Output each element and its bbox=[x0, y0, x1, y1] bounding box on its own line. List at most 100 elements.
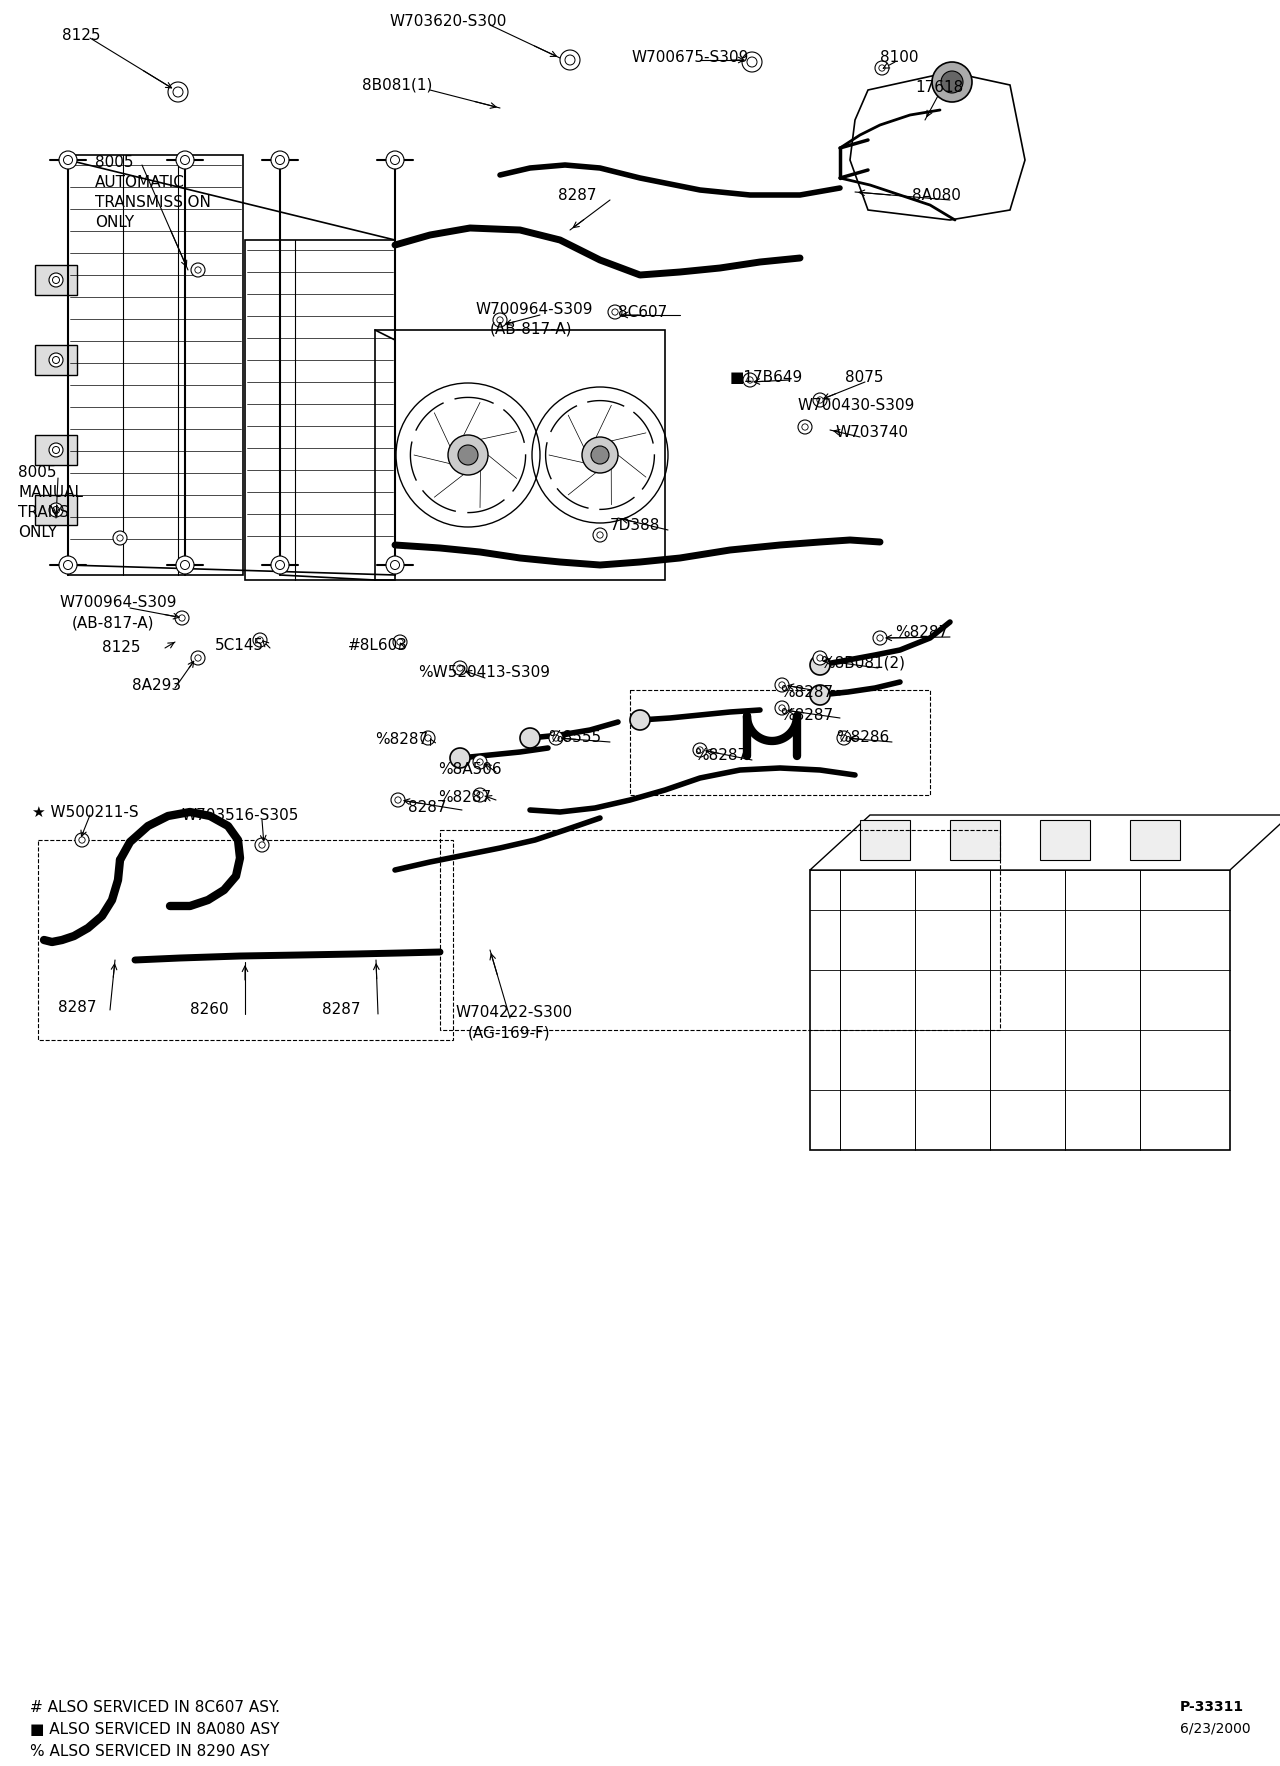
Circle shape bbox=[932, 62, 972, 102]
Circle shape bbox=[64, 155, 73, 164]
Circle shape bbox=[116, 535, 123, 540]
Circle shape bbox=[561, 49, 580, 71]
Text: %8B081(2): %8B081(2) bbox=[820, 655, 905, 669]
Circle shape bbox=[877, 634, 883, 641]
Text: 8260: 8260 bbox=[189, 1001, 229, 1017]
Circle shape bbox=[746, 376, 753, 383]
Circle shape bbox=[591, 447, 609, 464]
Circle shape bbox=[387, 152, 404, 170]
Circle shape bbox=[253, 632, 268, 646]
Text: (AB-817-A): (AB-817-A) bbox=[72, 615, 155, 630]
Text: 8125: 8125 bbox=[102, 639, 141, 655]
Circle shape bbox=[390, 155, 399, 164]
Circle shape bbox=[742, 373, 756, 387]
Circle shape bbox=[180, 560, 189, 569]
Circle shape bbox=[749, 58, 755, 65]
Text: AUTOMATIC: AUTOMATIC bbox=[95, 175, 184, 191]
Circle shape bbox=[612, 309, 618, 314]
Circle shape bbox=[879, 65, 886, 71]
Text: W700675-S309: W700675-S309 bbox=[632, 49, 749, 65]
Circle shape bbox=[393, 636, 407, 648]
Circle shape bbox=[493, 313, 507, 327]
Circle shape bbox=[394, 796, 401, 804]
Text: ■ ALSO SERVICED IN 8A080 ASY: ■ ALSO SERVICED IN 8A080 ASY bbox=[29, 1722, 279, 1738]
Circle shape bbox=[275, 560, 284, 569]
Circle shape bbox=[458, 445, 477, 464]
Text: 8B081(1): 8B081(1) bbox=[362, 78, 433, 94]
Circle shape bbox=[52, 507, 59, 514]
Text: 8287: 8287 bbox=[408, 800, 447, 814]
Circle shape bbox=[175, 88, 182, 95]
Circle shape bbox=[774, 678, 788, 692]
Circle shape bbox=[425, 735, 431, 742]
Text: TRANSMISSION: TRANSMISSION bbox=[95, 194, 211, 210]
Text: 5C145: 5C145 bbox=[215, 638, 264, 653]
Text: %8287: %8287 bbox=[780, 685, 833, 699]
Circle shape bbox=[474, 788, 486, 802]
Circle shape bbox=[837, 731, 851, 745]
Polygon shape bbox=[850, 72, 1025, 221]
Bar bbox=[440, 830, 1000, 1030]
Bar bbox=[68, 155, 243, 576]
Circle shape bbox=[596, 532, 603, 539]
Circle shape bbox=[448, 434, 488, 475]
Circle shape bbox=[179, 615, 186, 622]
Circle shape bbox=[259, 842, 265, 848]
Circle shape bbox=[387, 556, 404, 574]
Circle shape bbox=[195, 655, 201, 660]
Text: W703516-S305: W703516-S305 bbox=[182, 809, 300, 823]
Text: %8287: %8287 bbox=[780, 708, 833, 722]
Circle shape bbox=[177, 152, 195, 170]
Text: 8125: 8125 bbox=[61, 28, 101, 42]
Circle shape bbox=[255, 839, 269, 851]
Polygon shape bbox=[810, 814, 1280, 871]
Circle shape bbox=[271, 152, 289, 170]
Circle shape bbox=[520, 728, 540, 749]
Text: 17618: 17618 bbox=[915, 79, 964, 95]
Circle shape bbox=[696, 747, 703, 752]
Circle shape bbox=[567, 57, 573, 64]
Bar bbox=[35, 344, 77, 374]
Circle shape bbox=[742, 51, 762, 72]
Circle shape bbox=[451, 749, 470, 768]
Text: %8287: %8287 bbox=[438, 789, 492, 805]
Circle shape bbox=[841, 735, 847, 742]
Circle shape bbox=[474, 756, 486, 768]
Circle shape bbox=[180, 155, 189, 164]
Circle shape bbox=[64, 560, 73, 569]
Circle shape bbox=[453, 660, 467, 675]
Circle shape bbox=[191, 263, 205, 277]
Bar bbox=[244, 240, 396, 579]
Circle shape bbox=[692, 743, 707, 758]
Circle shape bbox=[175, 611, 189, 625]
Text: 8075: 8075 bbox=[845, 371, 883, 385]
Text: 8287: 8287 bbox=[58, 1000, 96, 1015]
Circle shape bbox=[774, 701, 788, 715]
Circle shape bbox=[801, 424, 808, 431]
Circle shape bbox=[797, 420, 812, 434]
Circle shape bbox=[49, 274, 63, 288]
Circle shape bbox=[421, 731, 435, 745]
Text: %8555: %8555 bbox=[548, 729, 602, 745]
Circle shape bbox=[876, 62, 890, 74]
Circle shape bbox=[817, 655, 823, 660]
Text: 6/23/2000: 6/23/2000 bbox=[1180, 1722, 1251, 1736]
Circle shape bbox=[457, 664, 463, 671]
Circle shape bbox=[778, 705, 785, 712]
Bar bbox=[38, 841, 453, 1040]
Circle shape bbox=[810, 685, 829, 705]
Text: TRANS: TRANS bbox=[18, 505, 69, 519]
Bar bbox=[1039, 819, 1091, 860]
Circle shape bbox=[195, 267, 201, 274]
Circle shape bbox=[257, 638, 264, 643]
Bar bbox=[35, 434, 77, 464]
Circle shape bbox=[593, 528, 607, 542]
Circle shape bbox=[52, 357, 59, 364]
Bar bbox=[35, 494, 77, 525]
Circle shape bbox=[477, 791, 483, 798]
Circle shape bbox=[177, 556, 195, 574]
Circle shape bbox=[810, 655, 829, 675]
Bar bbox=[810, 871, 1230, 1150]
Text: ■17B649: ■17B649 bbox=[730, 371, 804, 385]
Bar bbox=[35, 265, 77, 295]
